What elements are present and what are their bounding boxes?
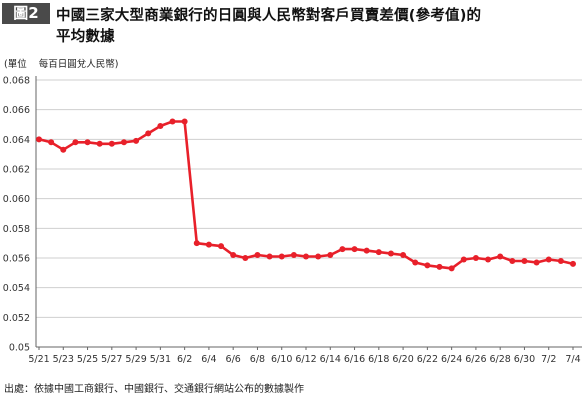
data-point — [181, 118, 188, 125]
data-point — [120, 139, 127, 146]
data-point — [327, 252, 334, 259]
x-tick-label: 6/4 — [201, 354, 216, 365]
y-tick-label: 0.058 — [3, 224, 30, 235]
x-tick-label: 5/21 — [28, 354, 49, 365]
x-tick-label: 6/8 — [250, 354, 265, 365]
data-point — [387, 250, 394, 257]
data-point — [48, 139, 55, 146]
data-point — [72, 139, 79, 146]
line-chart: 0.05 0.052 0.054 0.056 0.058 0.060 0.062 0.064 0… — [3, 76, 582, 365]
data-point — [533, 259, 540, 266]
data-point — [254, 252, 261, 259]
data-point — [509, 257, 516, 264]
chart-title-line-1: 中國三家大型商業銀行的日圓與人民幣對客戶買賣差價(參考值)的 — [56, 8, 482, 24]
y-tick-label: 0.052 — [3, 313, 30, 324]
unit-label-text: 每百日圓兌人民幣) — [38, 59, 119, 70]
y-tick-label: 0.068 — [3, 76, 30, 87]
y-tick-label: 0.054 — [3, 283, 30, 294]
data-point — [133, 137, 140, 144]
data-point — [230, 252, 237, 259]
y-tick-label: 0.066 — [3, 105, 30, 116]
data-point — [303, 253, 309, 260]
data-point — [60, 146, 67, 153]
series-line — [37, 120, 575, 270]
chart-header: 圖2 中國三家大型商業銀行的日圓與人民幣對客戶買賣差價(參考值)的 平均數據 — [0, 0, 584, 48]
x-tick-label: 6/22 — [417, 354, 438, 365]
x-tick-label: 7/4 — [565, 354, 580, 365]
data-point — [290, 252, 297, 259]
x-tick-label: 6/10 — [271, 354, 292, 365]
x-tick-label: 6/20 — [392, 354, 413, 365]
y-tick-label: 0.060 — [3, 194, 30, 205]
y-tick-label: 0.064 — [3, 135, 30, 146]
x-tick-label: 5/29 — [125, 354, 146, 365]
data-point — [460, 256, 467, 263]
x-tick-label: 6/16 — [344, 354, 365, 365]
x-tick-label: 5/25 — [77, 354, 98, 365]
chart-title-line-2: 平均數據 — [56, 29, 115, 45]
data-point — [424, 262, 431, 269]
x-tick-label: 6/18 — [368, 354, 389, 365]
x-tick-label: 6/28 — [490, 354, 511, 365]
x-tick-label: 6/6 — [226, 354, 241, 365]
data-point — [145, 130, 152, 137]
data-point — [169, 118, 176, 125]
data-point — [108, 140, 115, 147]
data-point — [521, 257, 528, 264]
x-tick-label: 6/12 — [295, 354, 316, 365]
data-point — [193, 240, 200, 247]
data-point — [412, 259, 419, 266]
data-point — [497, 253, 504, 260]
data-point — [400, 252, 407, 259]
data-point — [205, 241, 212, 248]
y-tick-label: 0.05 — [9, 343, 30, 354]
data-point — [436, 263, 443, 270]
data-point — [315, 253, 322, 260]
data-point — [448, 265, 455, 272]
data-point — [218, 243, 225, 250]
x-tick-label: 7/2 — [541, 354, 556, 365]
data-point — [157, 122, 164, 129]
data-point — [570, 260, 576, 267]
data-point — [84, 139, 91, 146]
data-point — [339, 246, 346, 253]
data-point — [242, 255, 249, 261]
data-point — [472, 255, 479, 261]
x-tick-label: 6/2 — [177, 354, 192, 365]
y-tick-label: 0.062 — [3, 165, 30, 176]
data-point — [36, 136, 42, 143]
x-tick-label: 5/23 — [53, 354, 74, 365]
figure-label-badge: 圖2 — [2, 3, 50, 24]
unit-label: (單位 每百日圓兌人民幣) — [4, 56, 118, 70]
x-tick-label: 6/24 — [441, 354, 462, 365]
x-tick-label: 5/31 — [150, 354, 171, 365]
data-point — [351, 246, 358, 253]
data-point — [485, 256, 492, 263]
x-tick-label: 6/26 — [465, 354, 486, 365]
data-point — [363, 247, 370, 254]
x-tick-label: 6/30 — [514, 354, 535, 365]
data-point — [557, 257, 564, 264]
source-note: 出處：依據中國工商銀行、中國銀行、交通銀行網站公布的數據製作 — [4, 384, 304, 395]
data-point — [266, 253, 273, 260]
x-tick-label: 6/14 — [320, 354, 341, 365]
data-point — [96, 140, 103, 147]
x-tick-label: 5/27 — [101, 354, 122, 365]
data-point — [375, 249, 382, 256]
data-point — [545, 256, 552, 263]
data-point — [278, 253, 285, 260]
unit-label-prefix: (單位 — [4, 59, 27, 70]
y-tick-label: 0.056 — [3, 254, 30, 265]
